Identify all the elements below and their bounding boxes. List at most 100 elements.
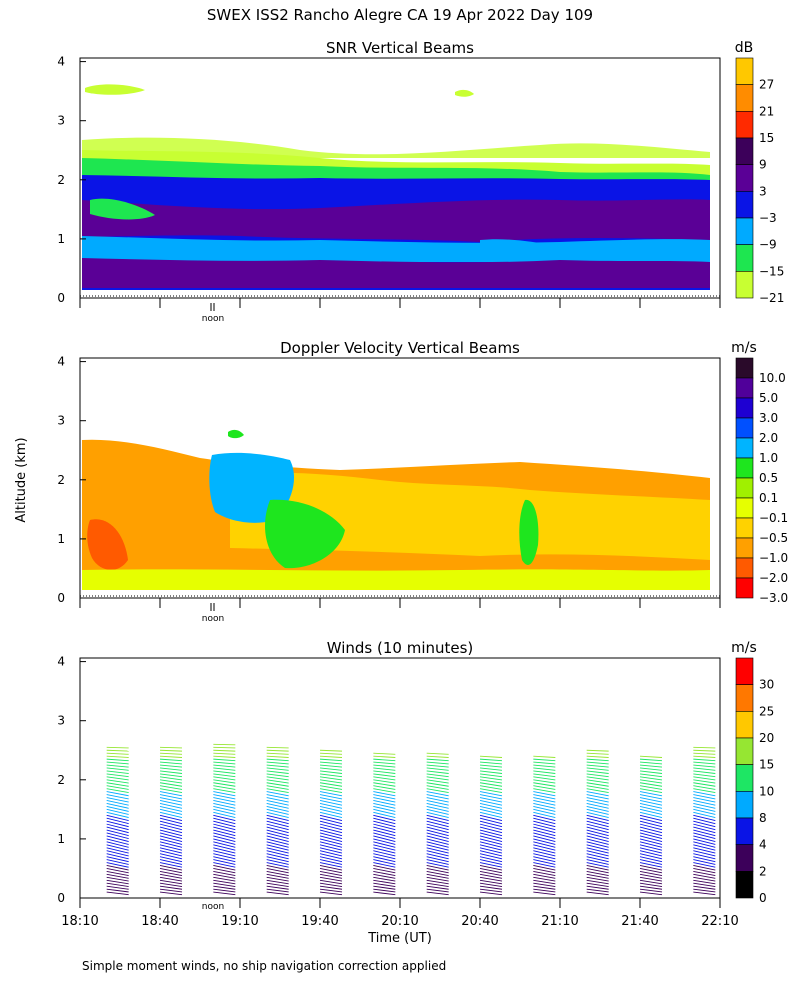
wind-barb (479, 767, 503, 771)
wind-barb (693, 785, 716, 790)
wind-barb (426, 764, 449, 768)
wind-barb (373, 785, 396, 790)
winds-colorbar-cell (735, 871, 754, 899)
wind-barb (106, 835, 129, 842)
wind-barb (106, 817, 129, 825)
wind-barb (533, 873, 556, 879)
wind-barb (693, 791, 716, 797)
wind-barb (319, 847, 343, 854)
wind-barb (373, 779, 396, 784)
snr-y-tick-label: 4 (57, 55, 65, 69)
wind-barb (159, 876, 183, 882)
wind-barb (533, 817, 556, 825)
doppler-plot-area (82, 429, 710, 590)
doppler-y-tick-label: 1 (57, 532, 65, 546)
wind-barb (373, 879, 396, 885)
wind-barb (266, 868, 289, 874)
doppler-colorbar-cell (735, 497, 754, 519)
wind-barb (373, 797, 396, 803)
wind-barb (639, 859, 663, 865)
wind-barb (106, 885, 129, 890)
wind-barb (266, 803, 289, 809)
doppler-patch-green-2 (519, 499, 539, 565)
wind-barb (426, 826, 449, 834)
wind-barb (373, 829, 396, 837)
wind-barb (639, 838, 663, 845)
wind-barb (106, 758, 129, 762)
doppler-layer-mixed (230, 472, 710, 560)
wind-barb (426, 794, 449, 800)
wind-barb (266, 891, 289, 896)
wind-barb (586, 838, 609, 845)
snr-noon-label: noon (202, 314, 224, 324)
wind-barb (693, 820, 716, 828)
wind-barb (586, 847, 609, 854)
wind-barb (586, 835, 609, 842)
wind-barb (213, 844, 236, 851)
wind-barb (319, 844, 343, 851)
wind-barb (639, 811, 663, 818)
wind-barb (159, 788, 183, 794)
winds-x-tick-label: 20:40 (461, 914, 498, 929)
wind-barb (426, 811, 449, 818)
wind-barb (533, 785, 556, 790)
wind-barb (693, 755, 716, 758)
wind-barb (213, 773, 236, 778)
wind-barb (586, 856, 609, 863)
wind-barb (266, 791, 289, 797)
wind-barb (266, 856, 289, 863)
wind-barb (213, 797, 236, 803)
doppler-colorbar-cell (735, 557, 754, 579)
wind-barb (586, 870, 609, 877)
wind-barb (533, 844, 556, 851)
wind-barb (266, 835, 289, 842)
doppler-colorbar-label: −2.0 (759, 571, 788, 585)
wind-barb (213, 770, 236, 774)
doppler-colorbar-label: 0.1 (759, 491, 778, 505)
wind-barb (426, 820, 449, 828)
wind-barb (533, 820, 556, 828)
wind-barb (159, 844, 183, 851)
wind-barb (373, 758, 396, 762)
wind-barb (693, 800, 716, 806)
wind-barb (159, 749, 183, 752)
wind-barb (373, 868, 396, 874)
wind-barb (426, 776, 449, 781)
wind-barb (266, 794, 289, 800)
wind-barb (639, 841, 663, 848)
wind-barb (266, 823, 289, 831)
wind-barb (106, 803, 129, 809)
wind-barb (213, 838, 236, 845)
winds-x-tick-label: 20:10 (381, 914, 418, 929)
winds-y-tick-label: 4 (57, 655, 65, 669)
wind-barb (159, 776, 183, 781)
wind-barb (266, 882, 289, 887)
snr-y-ticks: 0 1 2 3 4 (57, 55, 86, 305)
wind-barb (533, 764, 556, 768)
wind-barb (213, 803, 236, 809)
wind-barb (426, 800, 449, 806)
wind-barb (266, 865, 289, 871)
wind-barb (533, 758, 556, 762)
winds-x-tick-label: 19:40 (301, 914, 338, 929)
wind-barb (373, 767, 396, 771)
snr-noon-marker: noon (202, 303, 224, 324)
wind-barb (479, 805, 503, 812)
snr-colorbar-cell (735, 191, 754, 219)
wind-barb (426, 835, 449, 842)
wind-barb (693, 797, 716, 803)
wind-barb (639, 764, 663, 768)
wind-barb (693, 868, 716, 874)
wind-barb (693, 870, 716, 877)
wind-barb (639, 853, 663, 860)
wind-barb (479, 876, 503, 882)
wind-barb (319, 835, 343, 842)
wind-barb (426, 823, 449, 831)
wind-barb (159, 761, 183, 765)
wind-barb (373, 882, 396, 887)
wind-barb (106, 779, 129, 784)
wind-barb (106, 832, 129, 840)
wind-barb (159, 879, 183, 885)
wind-barb (266, 779, 289, 784)
wind-barb (159, 817, 183, 825)
